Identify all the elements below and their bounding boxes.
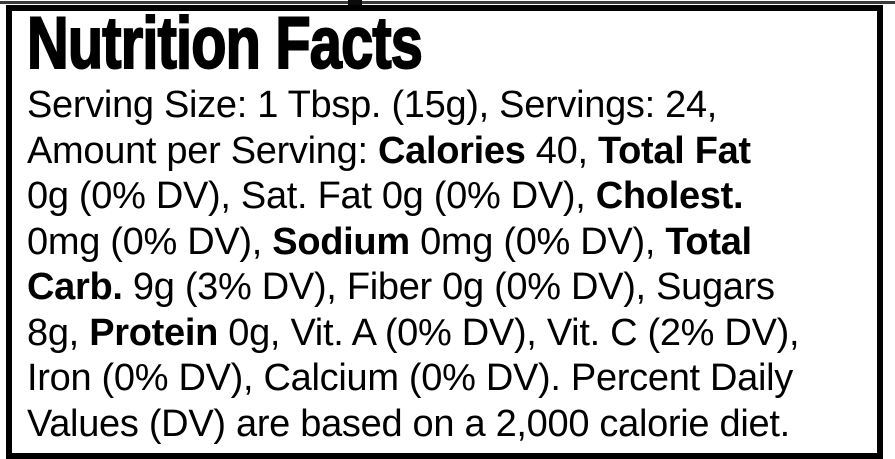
nutrition-facts-label: Nutrition Facts Serving Size: 1 Tbsp. (1… xyxy=(6,5,883,459)
text-segment: Iron (0% DV), Calcium (0% DV). Percent D… xyxy=(27,357,794,399)
nutrition-text-line: Carb. 9g (3% DV), Fiber 0g (0% DV), Suga… xyxy=(27,265,867,311)
text-segment: Amount per Serving: xyxy=(27,129,378,172)
text-segment: 8g, xyxy=(27,311,90,354)
nutrition-facts-title: Nutrition Facts xyxy=(26,5,423,84)
nutrition-text-line: 0g (0% DV), Sat. Fat 0g (0% DV), Cholest… xyxy=(27,174,867,220)
text-segment: Serving Size: 1 Tbsp. (15g), Servings: 2… xyxy=(27,84,718,126)
nutrition-text-line: Amount per Serving: Calories 40, Total F… xyxy=(27,129,867,175)
bold-text-segment: Total Fat xyxy=(597,129,751,172)
text-segment: Values (DV) are based on a 2,000 calorie… xyxy=(27,402,790,445)
text-segment: 0mg (0% DV), xyxy=(409,220,666,263)
bold-text-segment: Calories xyxy=(377,129,526,172)
bold-text-segment: Total xyxy=(665,220,752,263)
text-segment: 40, xyxy=(525,129,598,172)
bold-text-segment: Protein xyxy=(89,311,218,354)
nutrition-text-line: 8g, Protein 0g, Vit. A (0% DV), Vit. C (… xyxy=(27,311,867,357)
nutrition-text-line: Serving Size: 1 Tbsp. (15g), Servings: 2… xyxy=(27,83,867,129)
text-segment: 9g (3% DV), Fiber 0g (0% DV), Sugars xyxy=(122,266,775,308)
bold-text-segment: Cholest. xyxy=(595,175,744,217)
nutrition-text-line: 0mg (0% DV), Sodium 0mg (0% DV), Total xyxy=(27,220,867,266)
nutrition-text-line: Iron (0% DV), Calcium (0% DV). Percent D… xyxy=(27,356,867,402)
text-segment: 0g, Vit. A (0% DV), Vit. C (2% DV), xyxy=(218,311,800,354)
nutrition-facts-text: Serving Size: 1 Tbsp. (15g), Servings: 2… xyxy=(27,83,867,447)
nutrition-text-line: Values (DV) are based on a 2,000 calorie… xyxy=(27,402,867,448)
text-segment: 0mg (0% DV), xyxy=(27,220,273,263)
top-crop-mark xyxy=(348,0,362,5)
top-crop-line xyxy=(0,1,895,4)
bold-text-segment: Carb. xyxy=(27,266,123,308)
text-segment: 0g (0% DV), Sat. Fat 0g (0% DV), xyxy=(27,175,596,217)
bold-text-segment: Sodium xyxy=(272,220,410,263)
